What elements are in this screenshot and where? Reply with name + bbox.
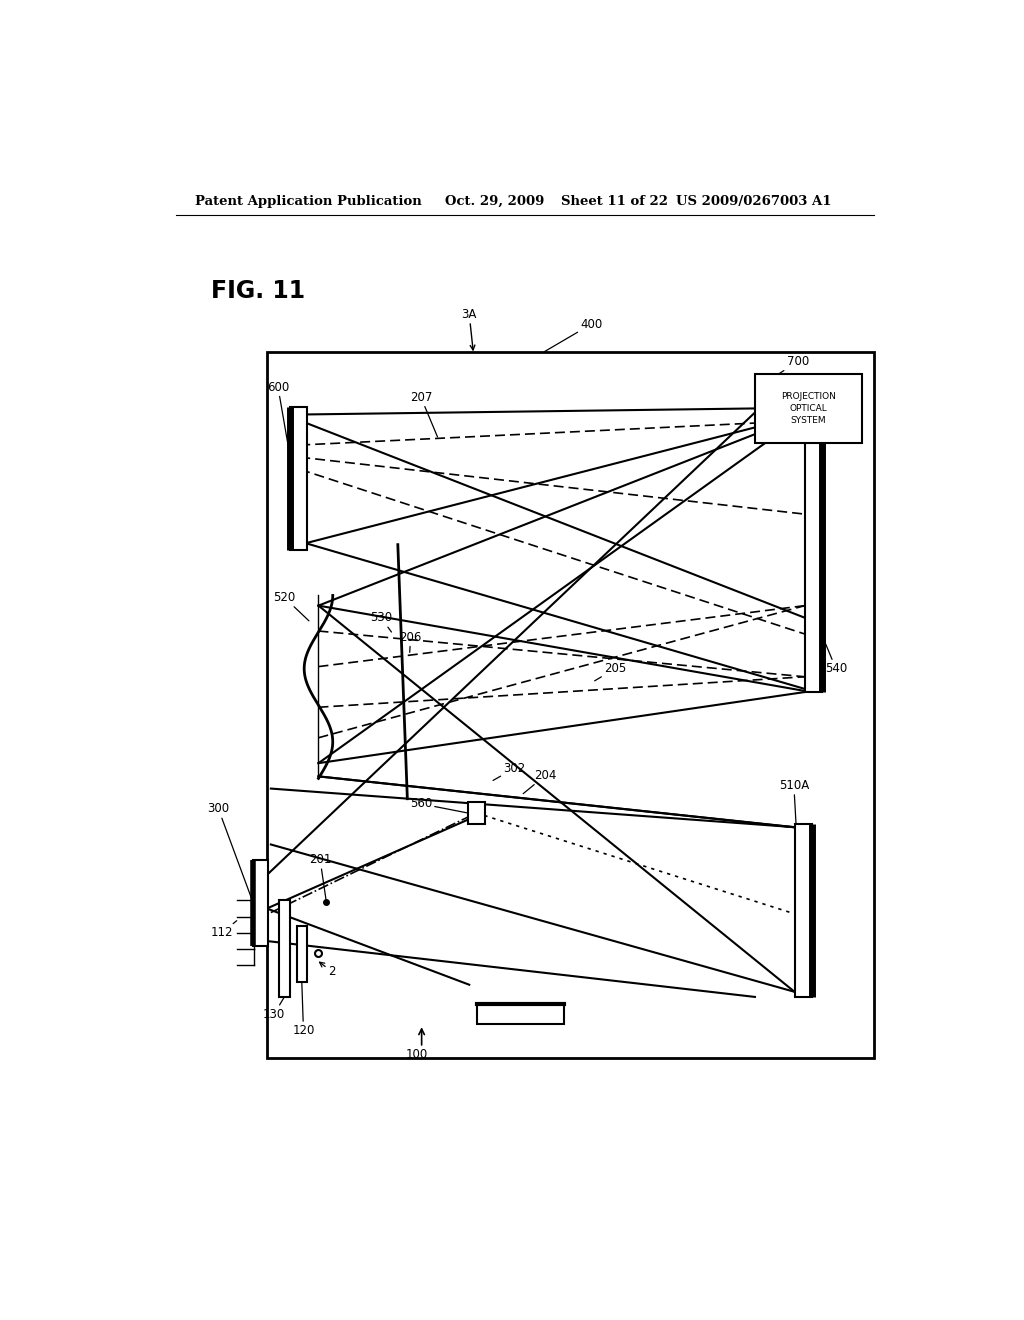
Text: Oct. 29, 2009: Oct. 29, 2009 xyxy=(445,194,545,207)
Bar xyxy=(253,859,267,946)
Text: 600: 600 xyxy=(267,380,294,479)
Text: FIG. 11: FIG. 11 xyxy=(211,279,305,302)
Bar xyxy=(279,900,290,997)
Text: 207: 207 xyxy=(410,391,437,437)
Text: 120: 120 xyxy=(292,982,314,1038)
Text: 206: 206 xyxy=(399,631,422,652)
Text: Patent Application Publication: Patent Application Publication xyxy=(196,194,422,207)
Text: US 2009/0267003 A1: US 2009/0267003 A1 xyxy=(676,194,831,207)
Text: Sheet 11 of 22: Sheet 11 of 22 xyxy=(560,194,668,207)
Text: 302: 302 xyxy=(494,762,525,780)
Text: 112: 112 xyxy=(211,921,237,940)
Text: 510A: 510A xyxy=(778,779,809,870)
Bar xyxy=(297,925,306,982)
Text: 201: 201 xyxy=(309,853,332,903)
Text: 100: 100 xyxy=(406,1048,428,1061)
Text: 203, 301: 203, 301 xyxy=(494,1003,545,1016)
Bar xyxy=(267,351,873,1057)
Text: 2: 2 xyxy=(319,962,336,978)
Bar xyxy=(755,374,862,444)
Text: 300: 300 xyxy=(207,803,253,903)
Bar xyxy=(795,824,812,997)
Text: 3A: 3A xyxy=(462,308,477,350)
Bar xyxy=(477,1005,564,1024)
Text: 130: 130 xyxy=(263,997,285,1020)
Text: 204: 204 xyxy=(523,768,557,793)
Bar xyxy=(805,408,822,692)
Text: 400: 400 xyxy=(545,318,602,351)
Text: PROJECTION
OPTICAL
SYSTEM: PROJECTION OPTICAL SYSTEM xyxy=(781,392,836,425)
Text: 530: 530 xyxy=(370,611,392,632)
Bar xyxy=(290,408,307,549)
Text: 700: 700 xyxy=(779,355,809,374)
Text: 205: 205 xyxy=(595,663,627,681)
Text: 560: 560 xyxy=(410,797,468,813)
Bar xyxy=(468,801,485,824)
Text: 540: 540 xyxy=(822,636,847,675)
Text: 520: 520 xyxy=(273,591,309,620)
